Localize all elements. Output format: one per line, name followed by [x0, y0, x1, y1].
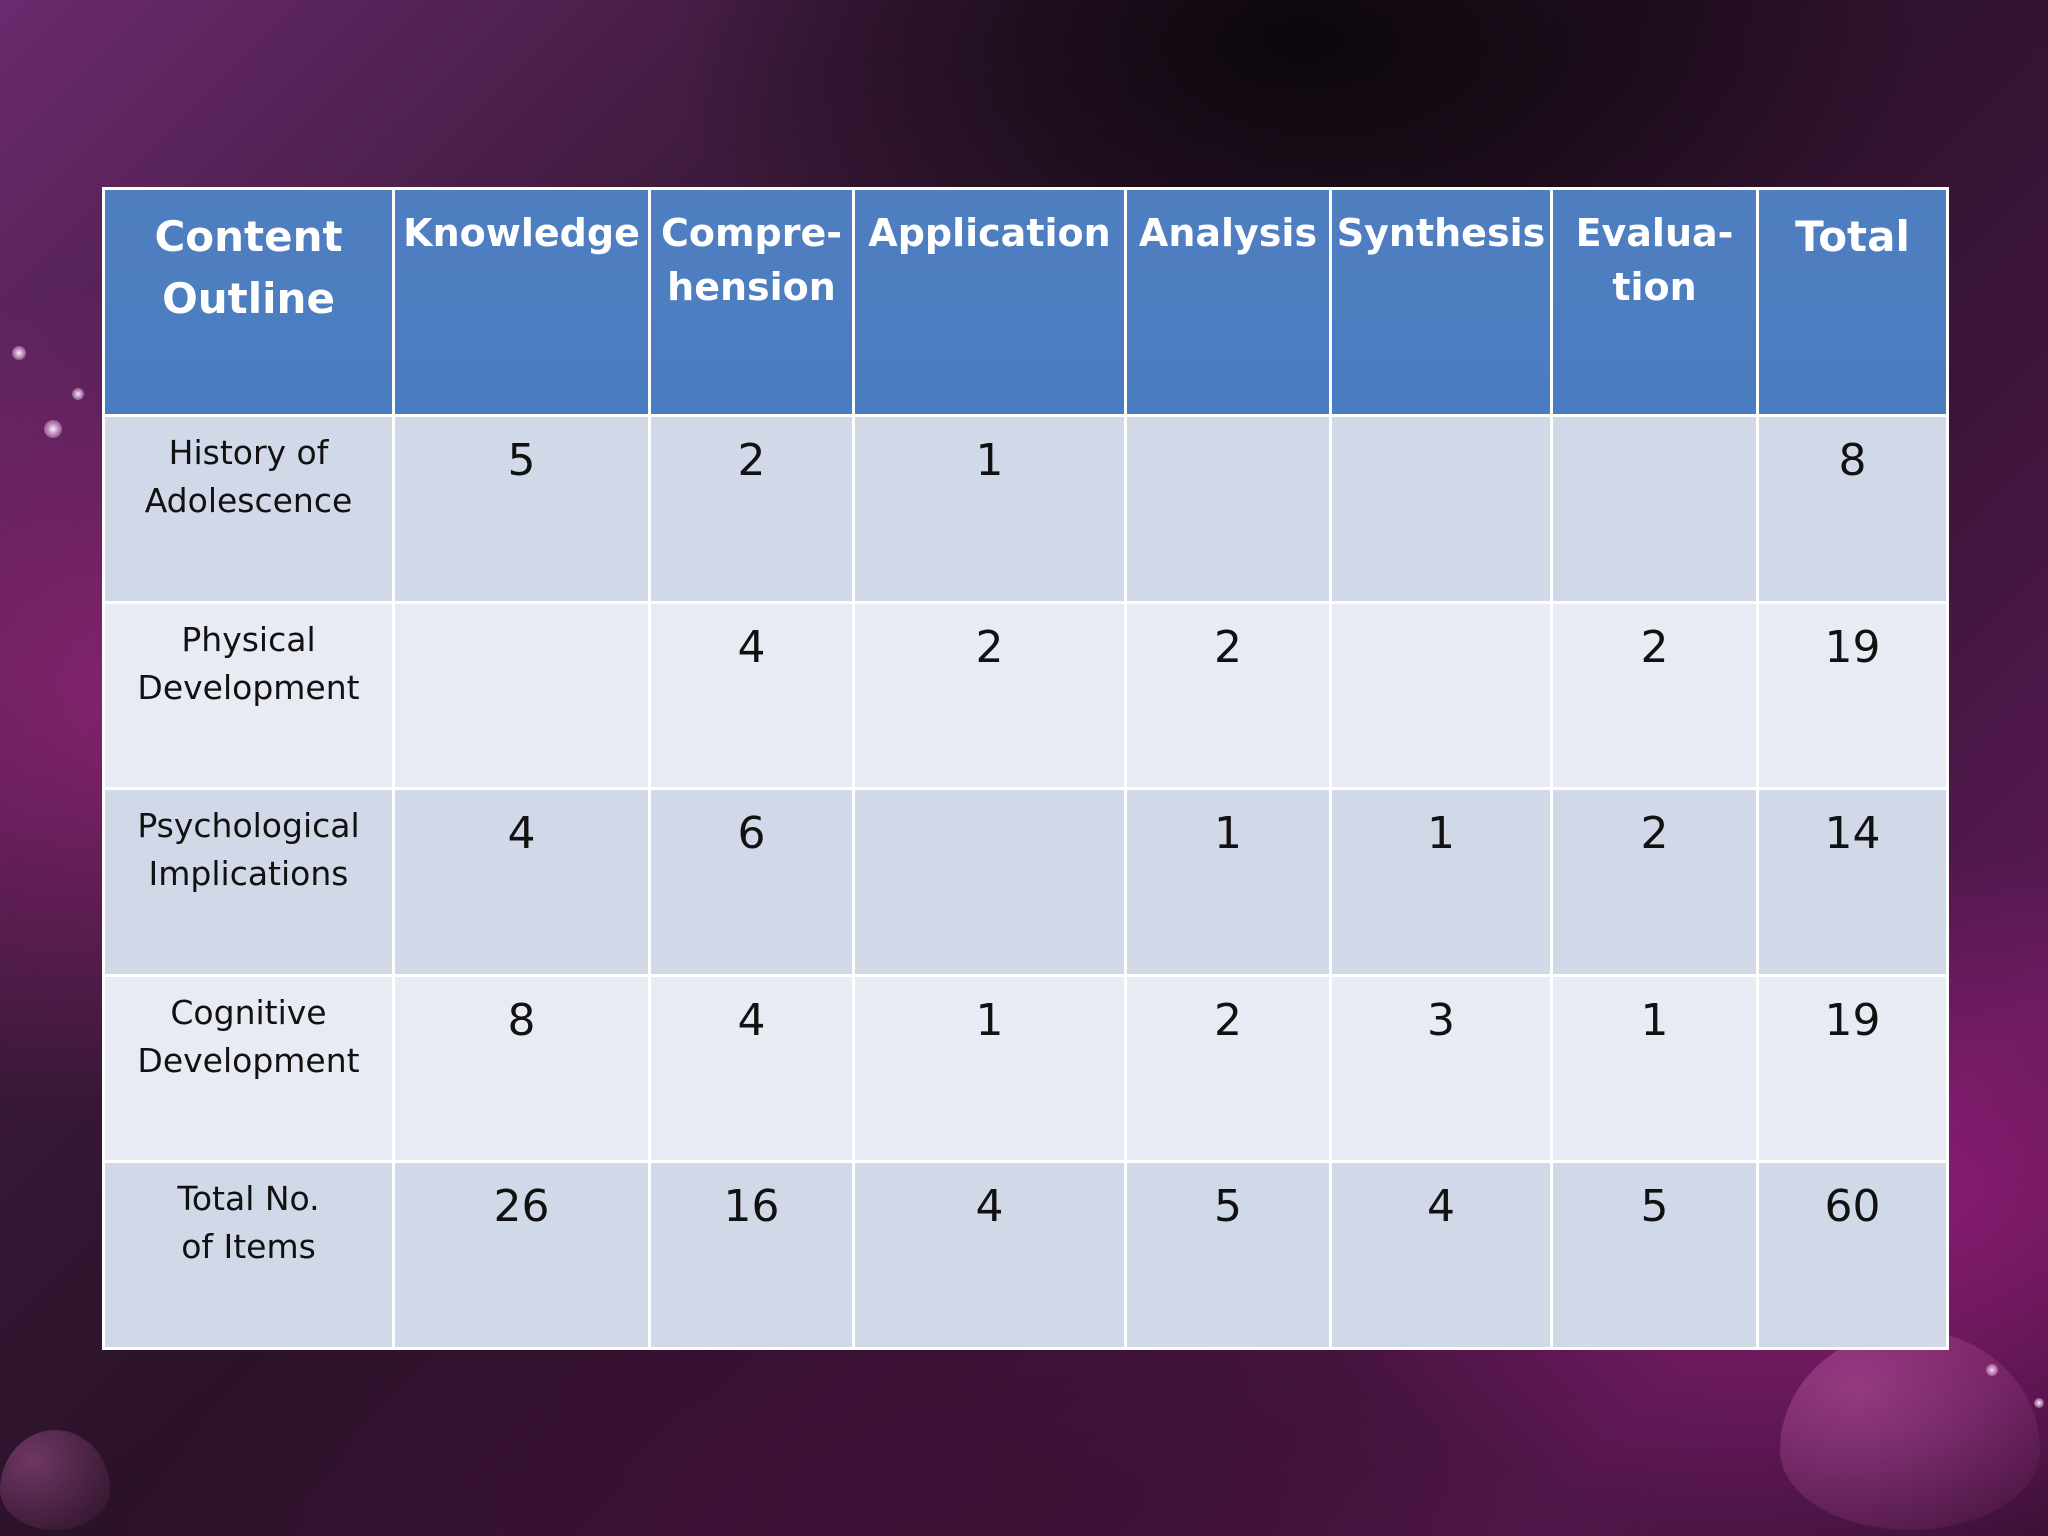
- table-row: Physical Development 4 2 2 2 19: [102, 600, 1949, 791]
- row-label: Cognitive Development: [102, 973, 395, 1164]
- table-cell: [1550, 414, 1759, 604]
- column-header-content-outline: Content Outline: [102, 187, 395, 417]
- table-cell: 1: [1124, 787, 1332, 977]
- table-cell: 3: [1329, 973, 1553, 1164]
- table-cell: 1: [852, 973, 1127, 1164]
- table-cell: 5: [392, 414, 651, 604]
- petal-decoration: [1780, 1330, 2040, 1530]
- sparkle-decoration: [72, 388, 84, 400]
- table-cell: 4: [1329, 1160, 1553, 1350]
- table-cell: 1: [852, 414, 1127, 604]
- table-cell: [1329, 414, 1553, 604]
- table-cell: 5: [1124, 1160, 1332, 1350]
- table-cell: 6: [648, 787, 855, 977]
- table-cell: 4: [648, 600, 855, 791]
- sparkle-decoration: [1986, 1364, 1998, 1376]
- column-header-analysis: Analysis: [1124, 187, 1332, 417]
- column-header-comprehension: Compre- hension: [648, 187, 855, 417]
- row-label: History of Adolescence: [102, 414, 395, 604]
- table-cell: 8: [392, 973, 651, 1164]
- table-cell: 2: [1550, 600, 1759, 791]
- table-row: History of Adolescence 5 2 1 8: [102, 414, 1949, 604]
- column-header-total: Total: [1756, 187, 1949, 417]
- table-cell: 4: [392, 787, 651, 977]
- table-row: Psychological Implications 4 6 1 1 2 14: [102, 787, 1949, 977]
- table-cell: 2: [852, 600, 1127, 791]
- table-cell: 8: [1756, 414, 1949, 604]
- table-cell: 2: [1124, 973, 1332, 1164]
- column-header-application: Application: [852, 187, 1127, 417]
- table-cell: [852, 787, 1127, 977]
- table-header-row: Content Outline Knowledge Compre- hensio…: [102, 187, 1949, 417]
- table-row-totals: Total No. of Items 26 16 4 5 4 5 60: [102, 1160, 1949, 1350]
- table-cell: 16: [648, 1160, 855, 1350]
- table-cell: [392, 600, 651, 791]
- row-label: Physical Development: [102, 600, 395, 791]
- content-outline-table: Content Outline Knowledge Compre- hensio…: [102, 187, 1949, 1350]
- table-cell: 5: [1550, 1160, 1759, 1350]
- table-cell: 1: [1550, 973, 1759, 1164]
- table-cell: 26: [392, 1160, 651, 1350]
- sparkle-decoration: [12, 346, 26, 360]
- table-cell: 19: [1756, 973, 1949, 1164]
- table-cell: 60: [1756, 1160, 1949, 1350]
- sparkle-decoration: [44, 420, 62, 438]
- column-header-evaluation: Evalua- tion: [1550, 187, 1759, 417]
- table-cell: [1329, 600, 1553, 791]
- sparkle-decoration: [2034, 1398, 2044, 1408]
- table-row: Cognitive Development 8 4 1 2 3 1 19: [102, 973, 1949, 1164]
- column-header-synthesis: Synthesis: [1329, 187, 1553, 417]
- petal-decoration: [0, 1430, 110, 1530]
- table-cell: 2: [1550, 787, 1759, 977]
- table-cell: 4: [852, 1160, 1127, 1350]
- table-cell: [1124, 414, 1332, 604]
- table-cell: 19: [1756, 600, 1949, 791]
- table-cell: 1: [1329, 787, 1553, 977]
- table-cell: 2: [1124, 600, 1332, 791]
- row-label: Psychological Implications: [102, 787, 395, 977]
- row-label: Total No. of Items: [102, 1160, 395, 1350]
- table-cell: 2: [648, 414, 855, 604]
- table-cell: 14: [1756, 787, 1949, 977]
- table-cell: 4: [648, 973, 855, 1164]
- column-header-knowledge: Knowledge: [392, 187, 651, 417]
